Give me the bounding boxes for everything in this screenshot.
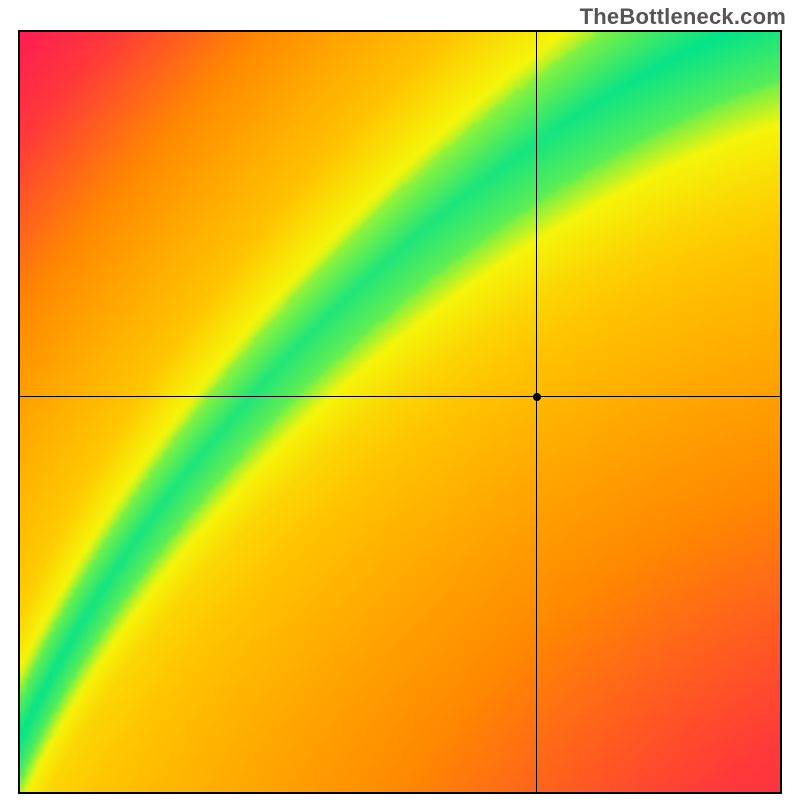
chart-container: { "watermark": { "text": "TheBottleneck.…	[0, 0, 800, 800]
plot-area	[20, 32, 780, 792]
heatmap-canvas	[20, 32, 780, 792]
crosshair-vertical	[536, 32, 537, 792]
watermark-text: TheBottleneck.com	[580, 4, 786, 30]
crosshair-marker	[533, 393, 541, 401]
crosshair-horizontal	[20, 396, 780, 397]
